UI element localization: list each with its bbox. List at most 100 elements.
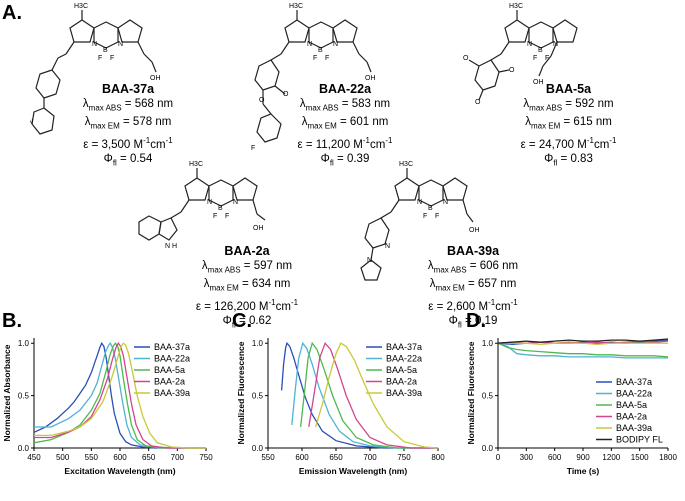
abs-max-line: λmax ABS = 606 nm: [427, 259, 519, 274]
abs-max-value: 592: [575, 97, 595, 110]
legend-entry: BAA-39a: [386, 388, 422, 398]
y-tick-label: 0.5: [482, 392, 494, 401]
y-tick-label: 1.0: [252, 339, 264, 348]
y-axis-label: Normalized Fluorescence: [466, 341, 476, 444]
struct-atom-b: B: [538, 47, 543, 54]
compound-card-baa-37a: BAA-37a λmax ABS = 568 nm λmax EM = 578 …: [58, 82, 198, 171]
series-line-baa-39a: [498, 342, 668, 345]
epsilon-line: ε = 11,200 M-1cm-1: [297, 136, 393, 151]
struct-atom-b: B: [218, 205, 223, 212]
abs-max-value: 597: [253, 259, 273, 272]
struct-atom-f: F: [110, 55, 114, 62]
structure-baa-2a: H3C N B N F F OH N H: [138, 161, 266, 250]
panel-label-d: D.: [466, 310, 486, 332]
quantum-yield-line: Φfl = 0.39: [320, 153, 370, 168]
y-tick-label: 1.0: [482, 339, 494, 348]
legend-entry: BAA-2a: [154, 377, 185, 387]
x-tick-label: 1200: [602, 453, 620, 462]
x-axis-label: Time (s): [567, 466, 600, 476]
x-tick-label: 750: [397, 453, 411, 462]
em-max-value: 615: [573, 116, 593, 129]
x-tick-label: 700: [363, 453, 377, 462]
series-line-baa-22a: [291, 341, 438, 449]
struct-atom-o: O: [259, 97, 265, 104]
compound-name: BAA-39a: [446, 244, 500, 258]
em-max-line: λmax EM = 634 nm: [203, 278, 291, 293]
x-tick-label: 650: [142, 453, 156, 462]
abs-max-value: 568: [134, 97, 154, 110]
panel-label-b: B.: [2, 310, 22, 332]
y-tick-label: 0.0: [482, 444, 494, 453]
quantum-yield-line: Φfl = 0.19: [448, 315, 498, 330]
panel-label-c: C.: [232, 310, 252, 332]
x-tick-label: 500: [56, 453, 70, 462]
struct-atom-n: N: [307, 41, 312, 48]
quantum-yield-line: Φfl = 0.62: [222, 315, 272, 330]
series-line-baa-37a: [33, 341, 206, 449]
struct-atom-ch3: H3C: [509, 3, 523, 10]
series-line-baa-22a: [34, 342, 206, 449]
em-max-line: λmax EM = 578 nm: [84, 116, 172, 131]
y-tick-label: 0.0: [18, 444, 30, 453]
legend-entry: BAA-2a: [616, 412, 647, 422]
x-tick-label: 450: [27, 453, 41, 462]
struct-atom-f: F: [545, 55, 549, 62]
struct-atom-f: F: [98, 55, 102, 62]
legend-entry: BAA-2a: [386, 377, 417, 387]
y-axis-label: Normalized Fluorescence: [236, 341, 246, 444]
x-tick-label: 800: [431, 453, 445, 462]
x-tick-label: 550: [261, 453, 275, 462]
epsilon-value: 126,200: [214, 300, 256, 313]
abs-max-line: λmax ABS = 583 nm: [299, 97, 391, 112]
struct-atom-oh: OH: [469, 227, 480, 234]
struct-atom-ch3: H3C: [289, 3, 303, 10]
struct-atom-f: F: [325, 55, 329, 62]
legend-entry: BAA-37a: [386, 342, 422, 352]
x-tick-label: 600: [113, 453, 127, 462]
x-tick-label: 600: [295, 453, 309, 462]
quantum-yield-value: 0.19: [474, 315, 498, 328]
compound-name: BAA-5a: [545, 82, 592, 96]
legend-entry: BAA-37a: [616, 377, 652, 387]
series-line-baa-2a: [308, 341, 438, 449]
structure-baa-22a: H3C N B N F F OH O O F: [251, 3, 376, 152]
quantum-yield-line: Φfl = 0.83: [544, 153, 593, 168]
struct-atom-n: N: [233, 199, 238, 206]
legend-entry: BAA-39a: [154, 388, 190, 398]
compound-name: BAA-22a: [318, 82, 372, 96]
x-tick-label: 750: [199, 453, 213, 462]
struct-atom-oh: OH: [533, 79, 544, 86]
struct-atom-f: F: [313, 55, 317, 62]
struct-atom-n: N: [92, 41, 97, 48]
abs-max-value: 606: [479, 259, 499, 272]
legend-entry: BAA-22a: [616, 389, 652, 399]
struct-atom-n: N: [118, 41, 123, 48]
struct-atom-o: O: [475, 99, 481, 105]
x-axis-label: Emission Wavelength (nm): [299, 466, 407, 476]
struct-atom-n: N: [207, 199, 212, 206]
legend-entry: BAA-5a: [386, 365, 417, 375]
y-tick-label: 0.0: [252, 444, 264, 453]
struct-atom-f: F: [251, 145, 255, 152]
y-axis-label: Normalized Absorbance: [2, 344, 12, 441]
struct-atom-n: N: [553, 41, 558, 48]
x-axis-label: Excitation Wavelength (nm): [64, 466, 175, 476]
struct-atom-nh: N H: [165, 243, 177, 250]
struct-atom-oh: OH: [365, 75, 376, 82]
abs-max-line: λmax ABS = 597 nm: [201, 259, 293, 274]
struct-atom-n: N: [333, 41, 338, 48]
quantum-yield-value: 0.83: [570, 153, 593, 166]
quantum-yield-value: 0.39: [346, 153, 370, 166]
struct-atom-b: B: [318, 47, 323, 54]
struct-atom-f: F: [225, 213, 229, 220]
x-tick-label: 1800: [659, 453, 677, 462]
struct-atom-n: N: [385, 243, 390, 250]
quantum-yield-value: 0.62: [248, 315, 272, 328]
struct-atom-n: N: [443, 199, 448, 206]
photostability-chart: 0 300 600 900 1200 1500 1800 0.0 0.5 1.0 Time (s) N…: [466, 338, 677, 476]
em-max-value: 634: [251, 278, 272, 291]
struct-atom-o: O: [283, 91, 289, 98]
emission-chart: 550 600 650 700 750 800 0.0 0.5 1.0 Emission Wave…: [236, 338, 445, 476]
legend-entry: BAA-37a: [154, 342, 190, 352]
struct-atom-f: F: [435, 213, 439, 220]
